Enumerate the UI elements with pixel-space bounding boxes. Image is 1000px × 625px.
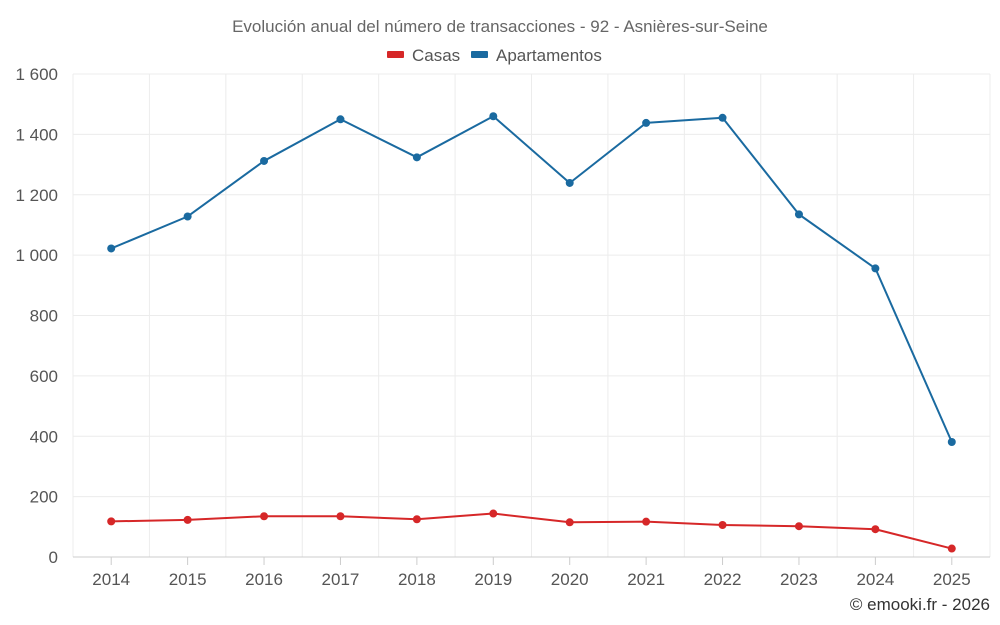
y-tick-label-600: 600 (30, 367, 58, 386)
y-axis: 0 200 400 600 800 1 000 1 200 1 400 1 600 (15, 65, 58, 567)
y-tick-label-200: 200 (30, 488, 58, 507)
x-tick-label-2019: 2019 (474, 570, 512, 589)
legend-swatch-apartamentos (471, 51, 488, 58)
y-tick-label-1000: 1 000 (15, 246, 58, 265)
point-apartamentos-2023 (794, 210, 803, 219)
point-apartamentos-2021 (642, 118, 651, 127)
point-apartamentos-2019 (489, 112, 498, 121)
point-casas-2024 (871, 525, 880, 534)
point-casas-2025 (947, 544, 956, 553)
series-line-casas (111, 512, 953, 550)
x-tick-label-2017: 2017 (322, 570, 360, 589)
gridlines (72, 73, 991, 558)
point-casas-2019 (489, 509, 498, 518)
x-tick-label-2022: 2022 (704, 570, 742, 589)
point-casas-2020 (565, 518, 574, 527)
point-casas-2015 (183, 515, 192, 524)
series-line-apartamentos (110, 115, 953, 443)
y-tick-label-1600: 1 600 (15, 65, 58, 84)
y-tick-label-0: 0 (49, 548, 58, 567)
legend-label-apartamentos: Apartamentos (496, 46, 602, 65)
y-tick-label-800: 800 (30, 307, 58, 326)
y-tick-label-1400: 1 400 (15, 125, 58, 144)
legend-label-casas: Casas (412, 46, 460, 65)
point-casas-2023 (794, 522, 803, 531)
x-tick-label-2024: 2024 (856, 570, 894, 589)
x-tick-label-2018: 2018 (398, 570, 436, 589)
point-apartamentos-2022 (718, 113, 727, 122)
credit-text: © emooki.fr - 2026 (850, 595, 990, 614)
point-casas-2017 (336, 512, 345, 521)
x-tick-label-2023: 2023 (780, 570, 818, 589)
y-tick-label-1200: 1 200 (15, 186, 58, 205)
x-tick-label-2020: 2020 (551, 570, 589, 589)
x-tick-label-2014: 2014 (92, 570, 130, 589)
chart-title: Evolución anual del número de transaccio… (232, 17, 768, 36)
legend: Casas Apartamentos (387, 46, 602, 65)
point-casas-2021 (642, 517, 651, 526)
point-apartamentos-2015 (183, 212, 192, 221)
point-casas-2022 (718, 521, 727, 530)
point-apartamentos-2014 (107, 244, 116, 253)
x-tick-label-2015: 2015 (169, 570, 207, 589)
point-apartamentos-2024 (871, 264, 880, 273)
point-casas-2014 (107, 517, 116, 526)
point-apartamentos-2025 (947, 437, 956, 446)
point-casas-2016 (260, 512, 269, 521)
x-tick-label-2025: 2025 (933, 570, 971, 589)
legend-swatch-casas (387, 51, 404, 58)
x-tick-label-2021: 2021 (627, 570, 665, 589)
x-axis: 2014 2015 2016 2017 2018 2019 2020 2021 2022 2023… (73, 556, 990, 589)
point-apartamentos-2016 (260, 156, 269, 165)
point-apartamentos-2020 (565, 178, 574, 187)
point-casas-2018 (412, 515, 421, 524)
series-group (107, 112, 956, 553)
x-tick-label-2016: 2016 (245, 570, 283, 589)
point-apartamentos-2017 (336, 115, 345, 124)
y-tick-label-400: 400 (30, 427, 58, 446)
point-apartamentos-2018 (412, 153, 421, 162)
